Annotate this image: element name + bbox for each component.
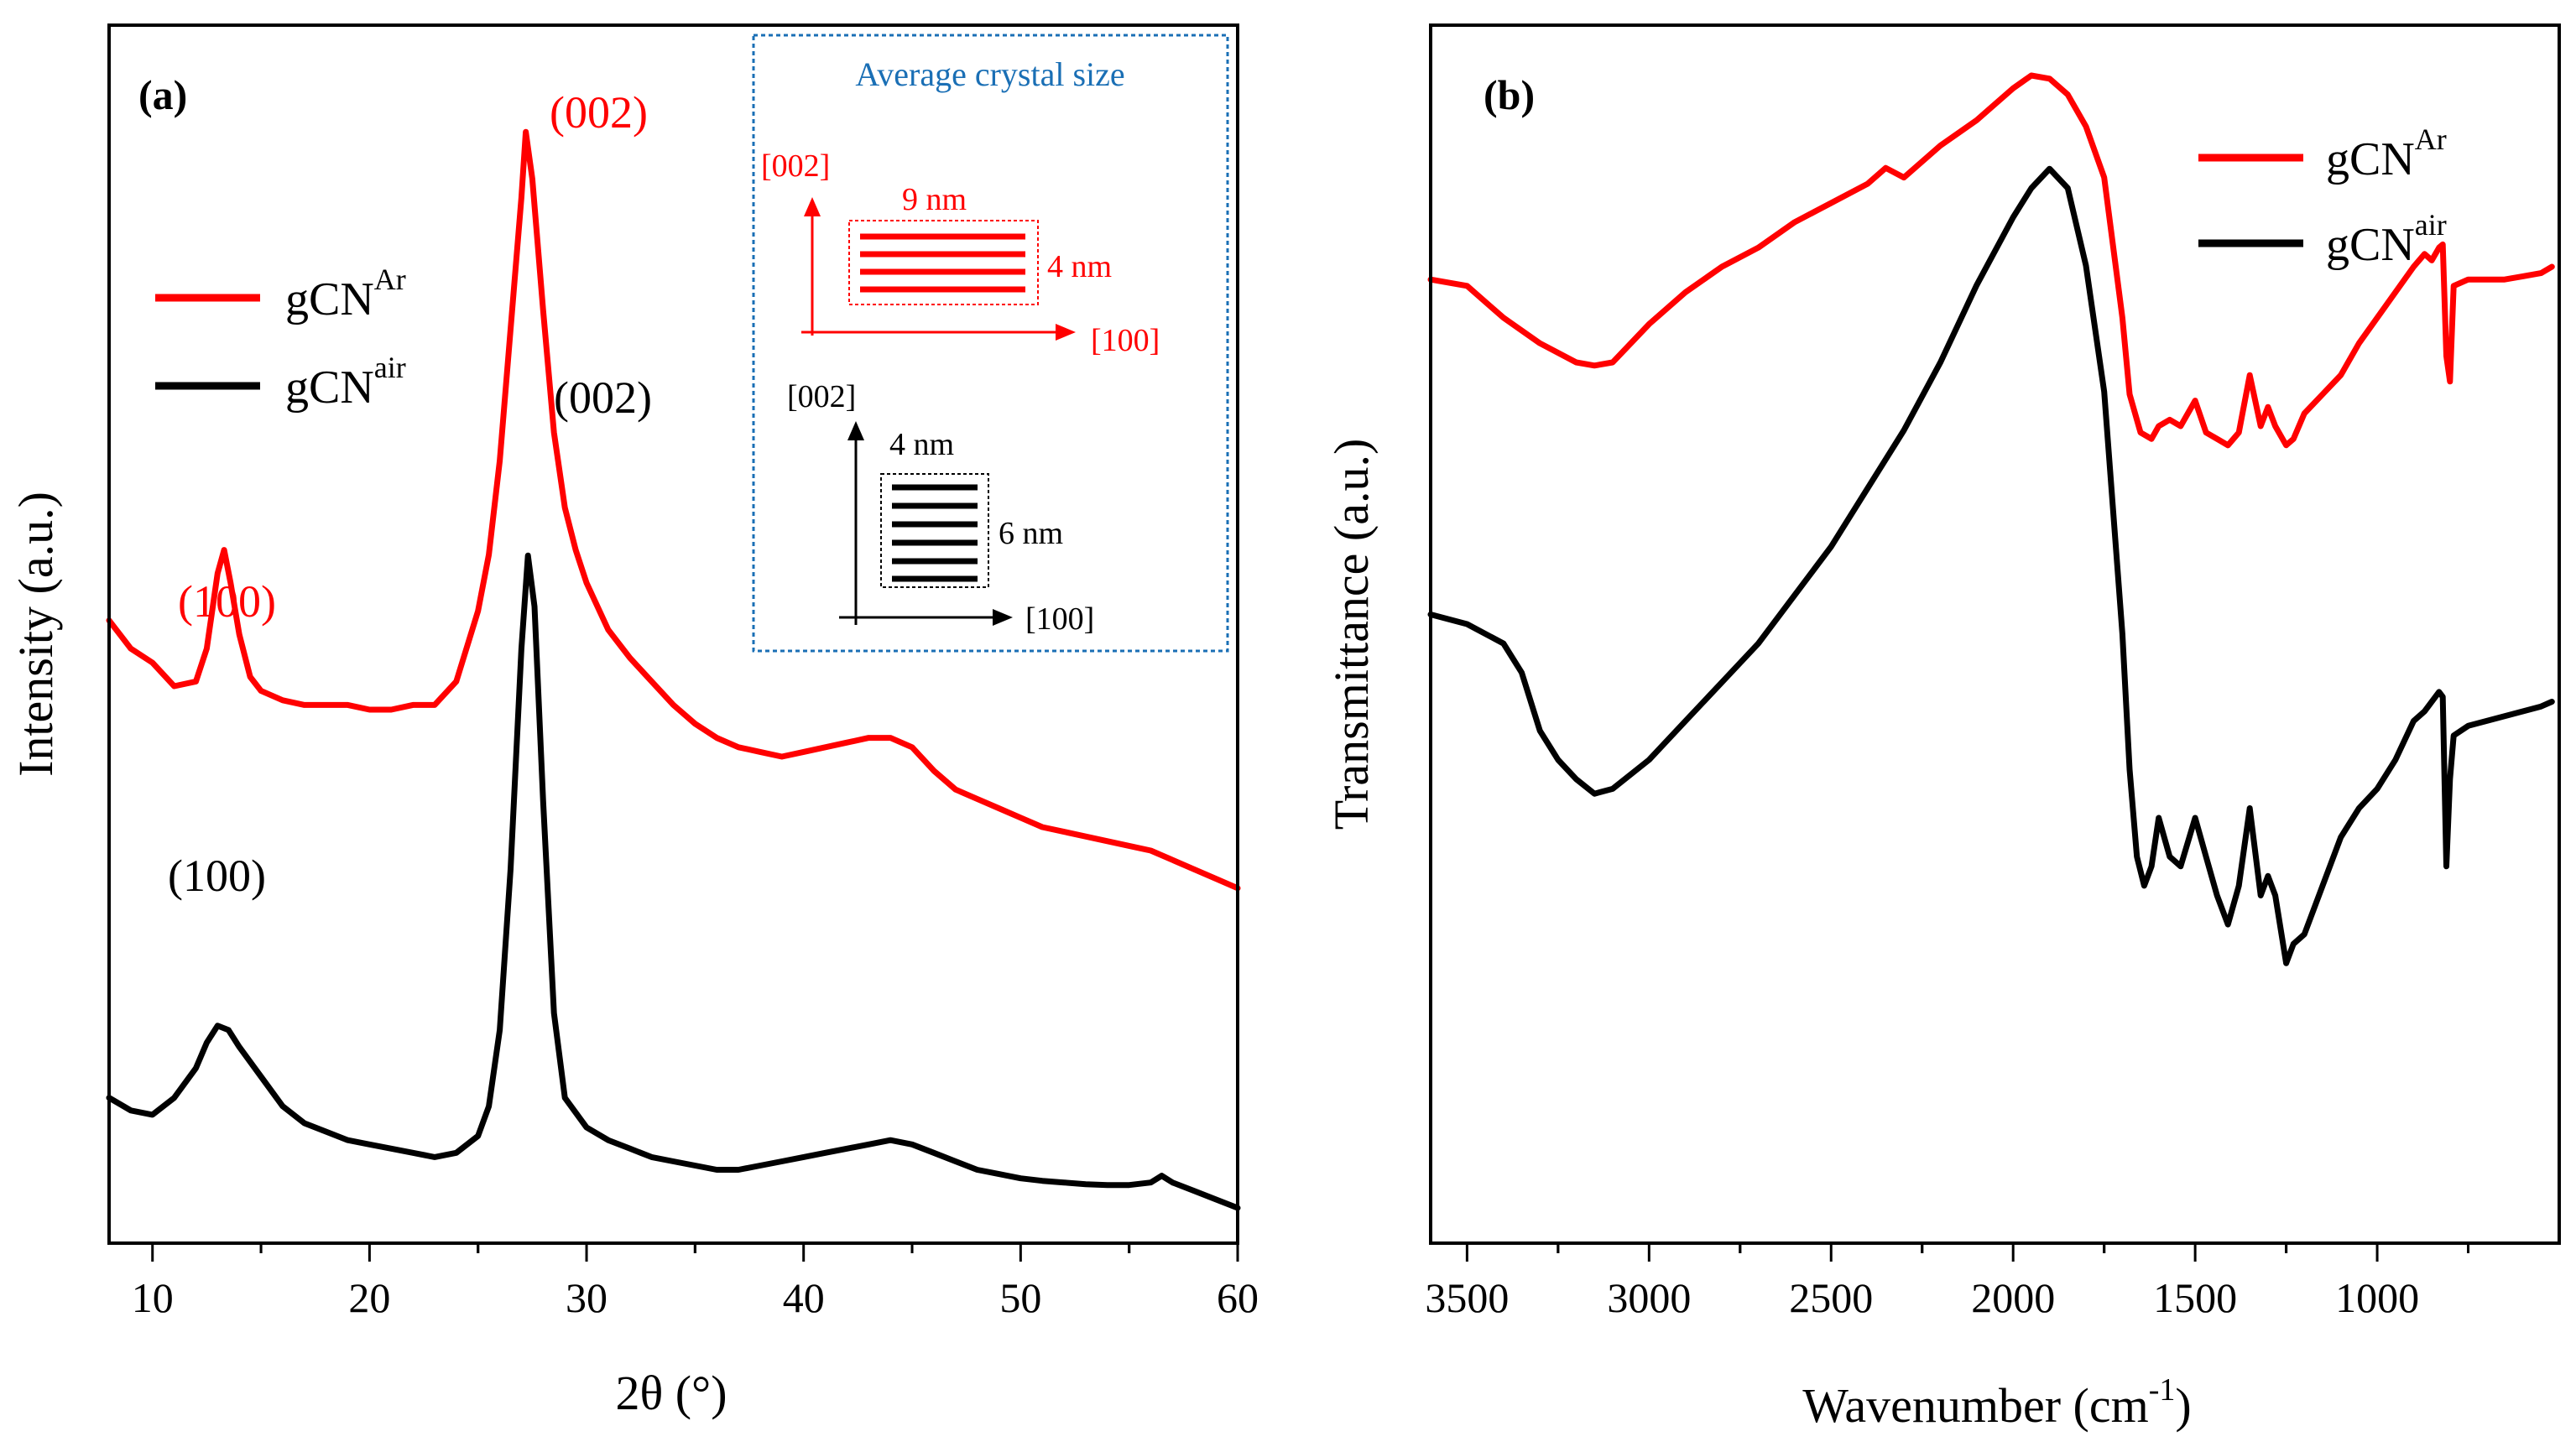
panel-a-y-axis-title: Intensity (a.u.) [8,492,63,777]
x-tick-label: 2500 [1789,1274,1873,1321]
panel-b-x-ticks: 3500 3000 2500 2000 1500 1000 [1425,1243,2470,1321]
panel-a-xrd: (a) (002) (100) (002) (100) gCNAr gCNair… [8,23,1259,1420]
inset-title: Average crystal size [855,55,1124,93]
panel-a-series [106,128,1241,1211]
x-tick-label: 3000 [1607,1274,1691,1321]
panel-b-ftir: (b) gCNAr gCNair 3500 3000 2500 2000 1500 100… [1324,23,2561,1433]
inset-air-width: 4 nm [889,427,954,462]
x-tick-label: 1000 [2335,1274,2419,1321]
inset-ar-axis-x: [100] [1091,323,1160,358]
legend-label-ar: gCNAr [285,263,406,325]
panel-b-frame [1429,23,2561,1245]
panel-a-legend: gCNAr gCNair [155,263,406,414]
x-tick-label: 30 [566,1274,607,1321]
inset-air-axis-x: [100] [1025,601,1094,637]
peak-label-air-002: (002) [554,372,652,423]
x-tick-label: 40 [783,1274,825,1321]
inset-ar-axis-y: [002] [761,148,830,184]
series-line-air [106,552,1241,1211]
panel-b-legend: gCNAr gCNair [2198,122,2447,271]
legend-label-ar: gCNAr [2326,122,2447,185]
x-tick-label: 2000 [1971,1274,2055,1321]
panel-b-label: (b) [1484,71,1535,118]
peak-label-air-100: (100) [168,851,266,901]
inset-ar-height: 4 nm [1047,249,1112,284]
peak-label-ar-100: (100) [178,576,276,627]
panel-a-label: (a) [138,71,187,118]
series-line-ar [106,128,1241,892]
inset-air-height: 6 nm [999,516,1063,551]
x-tick-label: 20 [348,1274,390,1321]
x-tick-label: 50 [999,1274,1041,1321]
x-tick-label: 10 [132,1274,174,1321]
panel-b-series [1427,72,2555,966]
legend-label-air: gCNair [285,351,406,414]
inset-air-axis-y: [002] [787,379,856,414]
x-tick-label: 60 [1217,1274,1259,1321]
inset-ar-schematic [801,197,1076,341]
peak-label-ar-002: (002) [550,87,648,138]
panel-b-x-axis-title: Wavenumber (cm-1) [1802,1372,2191,1433]
x-tick-label: 3500 [1425,1274,1509,1321]
series-line-air [1427,165,2555,966]
panel-a-x-ticks: 10 20 30 40 50 60 [132,1243,1259,1321]
panel-b-y-axis-title: Transmittance (a.u.) [1324,439,1379,830]
panel-a-x-axis-title: 2θ (°) [615,1366,727,1420]
panel-a-frame [107,23,1239,1245]
inset-ar-width: 9 nm [902,182,967,217]
inset-crystal-size: Average crystal size [002] 9 nm 4 nm [10… [752,34,1229,653]
inset-frame [752,34,1229,653]
inset-air-schematic [839,421,1013,626]
series-line-ar [1427,72,2555,449]
x-tick-label: 1500 [2153,1274,2237,1321]
legend-label-air: gCNair [2326,208,2447,271]
